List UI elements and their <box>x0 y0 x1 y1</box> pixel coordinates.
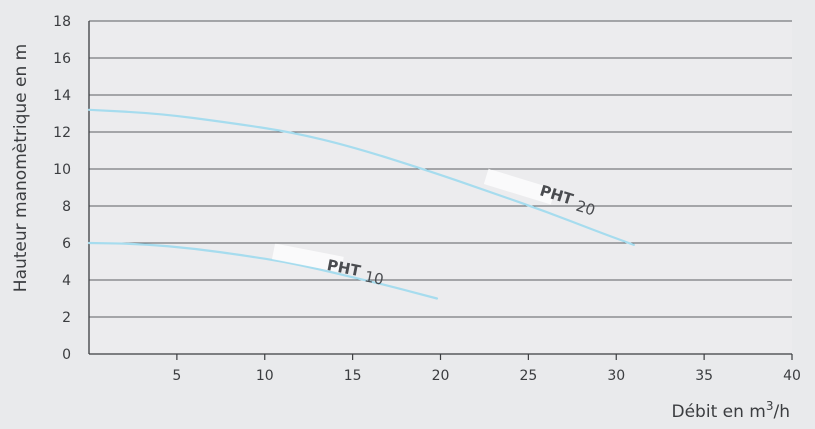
y-tick-label: 16 <box>53 51 71 67</box>
x-tick-label: 30 <box>607 368 625 384</box>
x-tick-label: 5 <box>172 368 181 384</box>
y-tick-labels: 0 2 4 6 8 10 12 14 16 18 <box>53 14 71 363</box>
grid-layer <box>88 20 793 360</box>
curve-label-sub: 10 <box>363 267 385 288</box>
y-tick-label: 6 <box>62 236 71 252</box>
curves-layer <box>87 108 635 300</box>
x-tick-labels: 5 10 15 20 25 30 35 40 <box>172 368 801 384</box>
x-tick-label: 20 <box>432 368 450 384</box>
y-tick-label: 12 <box>53 125 71 141</box>
label-highlight <box>272 243 344 273</box>
curve-line <box>87 108 635 246</box>
y-tick-label: 4 <box>62 273 71 289</box>
y-tick-label: 2 <box>62 310 71 326</box>
plot-area <box>89 21 792 354</box>
x-tick-label: 15 <box>344 368 362 384</box>
x-tick-label: 35 <box>695 368 713 384</box>
x-tick-label: 25 <box>519 368 537 384</box>
x-tick-label: 40 <box>783 368 801 384</box>
y-tick-label: 0 <box>62 347 71 363</box>
y-tick-label: 18 <box>53 14 71 30</box>
x-axis-title-sup: 3 <box>766 399 774 413</box>
x-axis-title-suffix: /h <box>773 402 790 422</box>
x-tick-label: 10 <box>256 368 274 384</box>
x-axis-title-main: Débit en m <box>672 402 766 422</box>
y-tick-label: 10 <box>53 162 71 178</box>
curve-label-sub: 20 <box>574 197 598 220</box>
y-tick-label: 8 <box>62 199 71 215</box>
y-tick-label: 14 <box>53 88 71 104</box>
x-axis-title: Débit en m3/h <box>672 399 791 422</box>
y-axis-title: Hauteur manomètrique en m <box>11 44 31 292</box>
curve-line <box>87 241 439 300</box>
label-highlight <box>483 168 556 205</box>
